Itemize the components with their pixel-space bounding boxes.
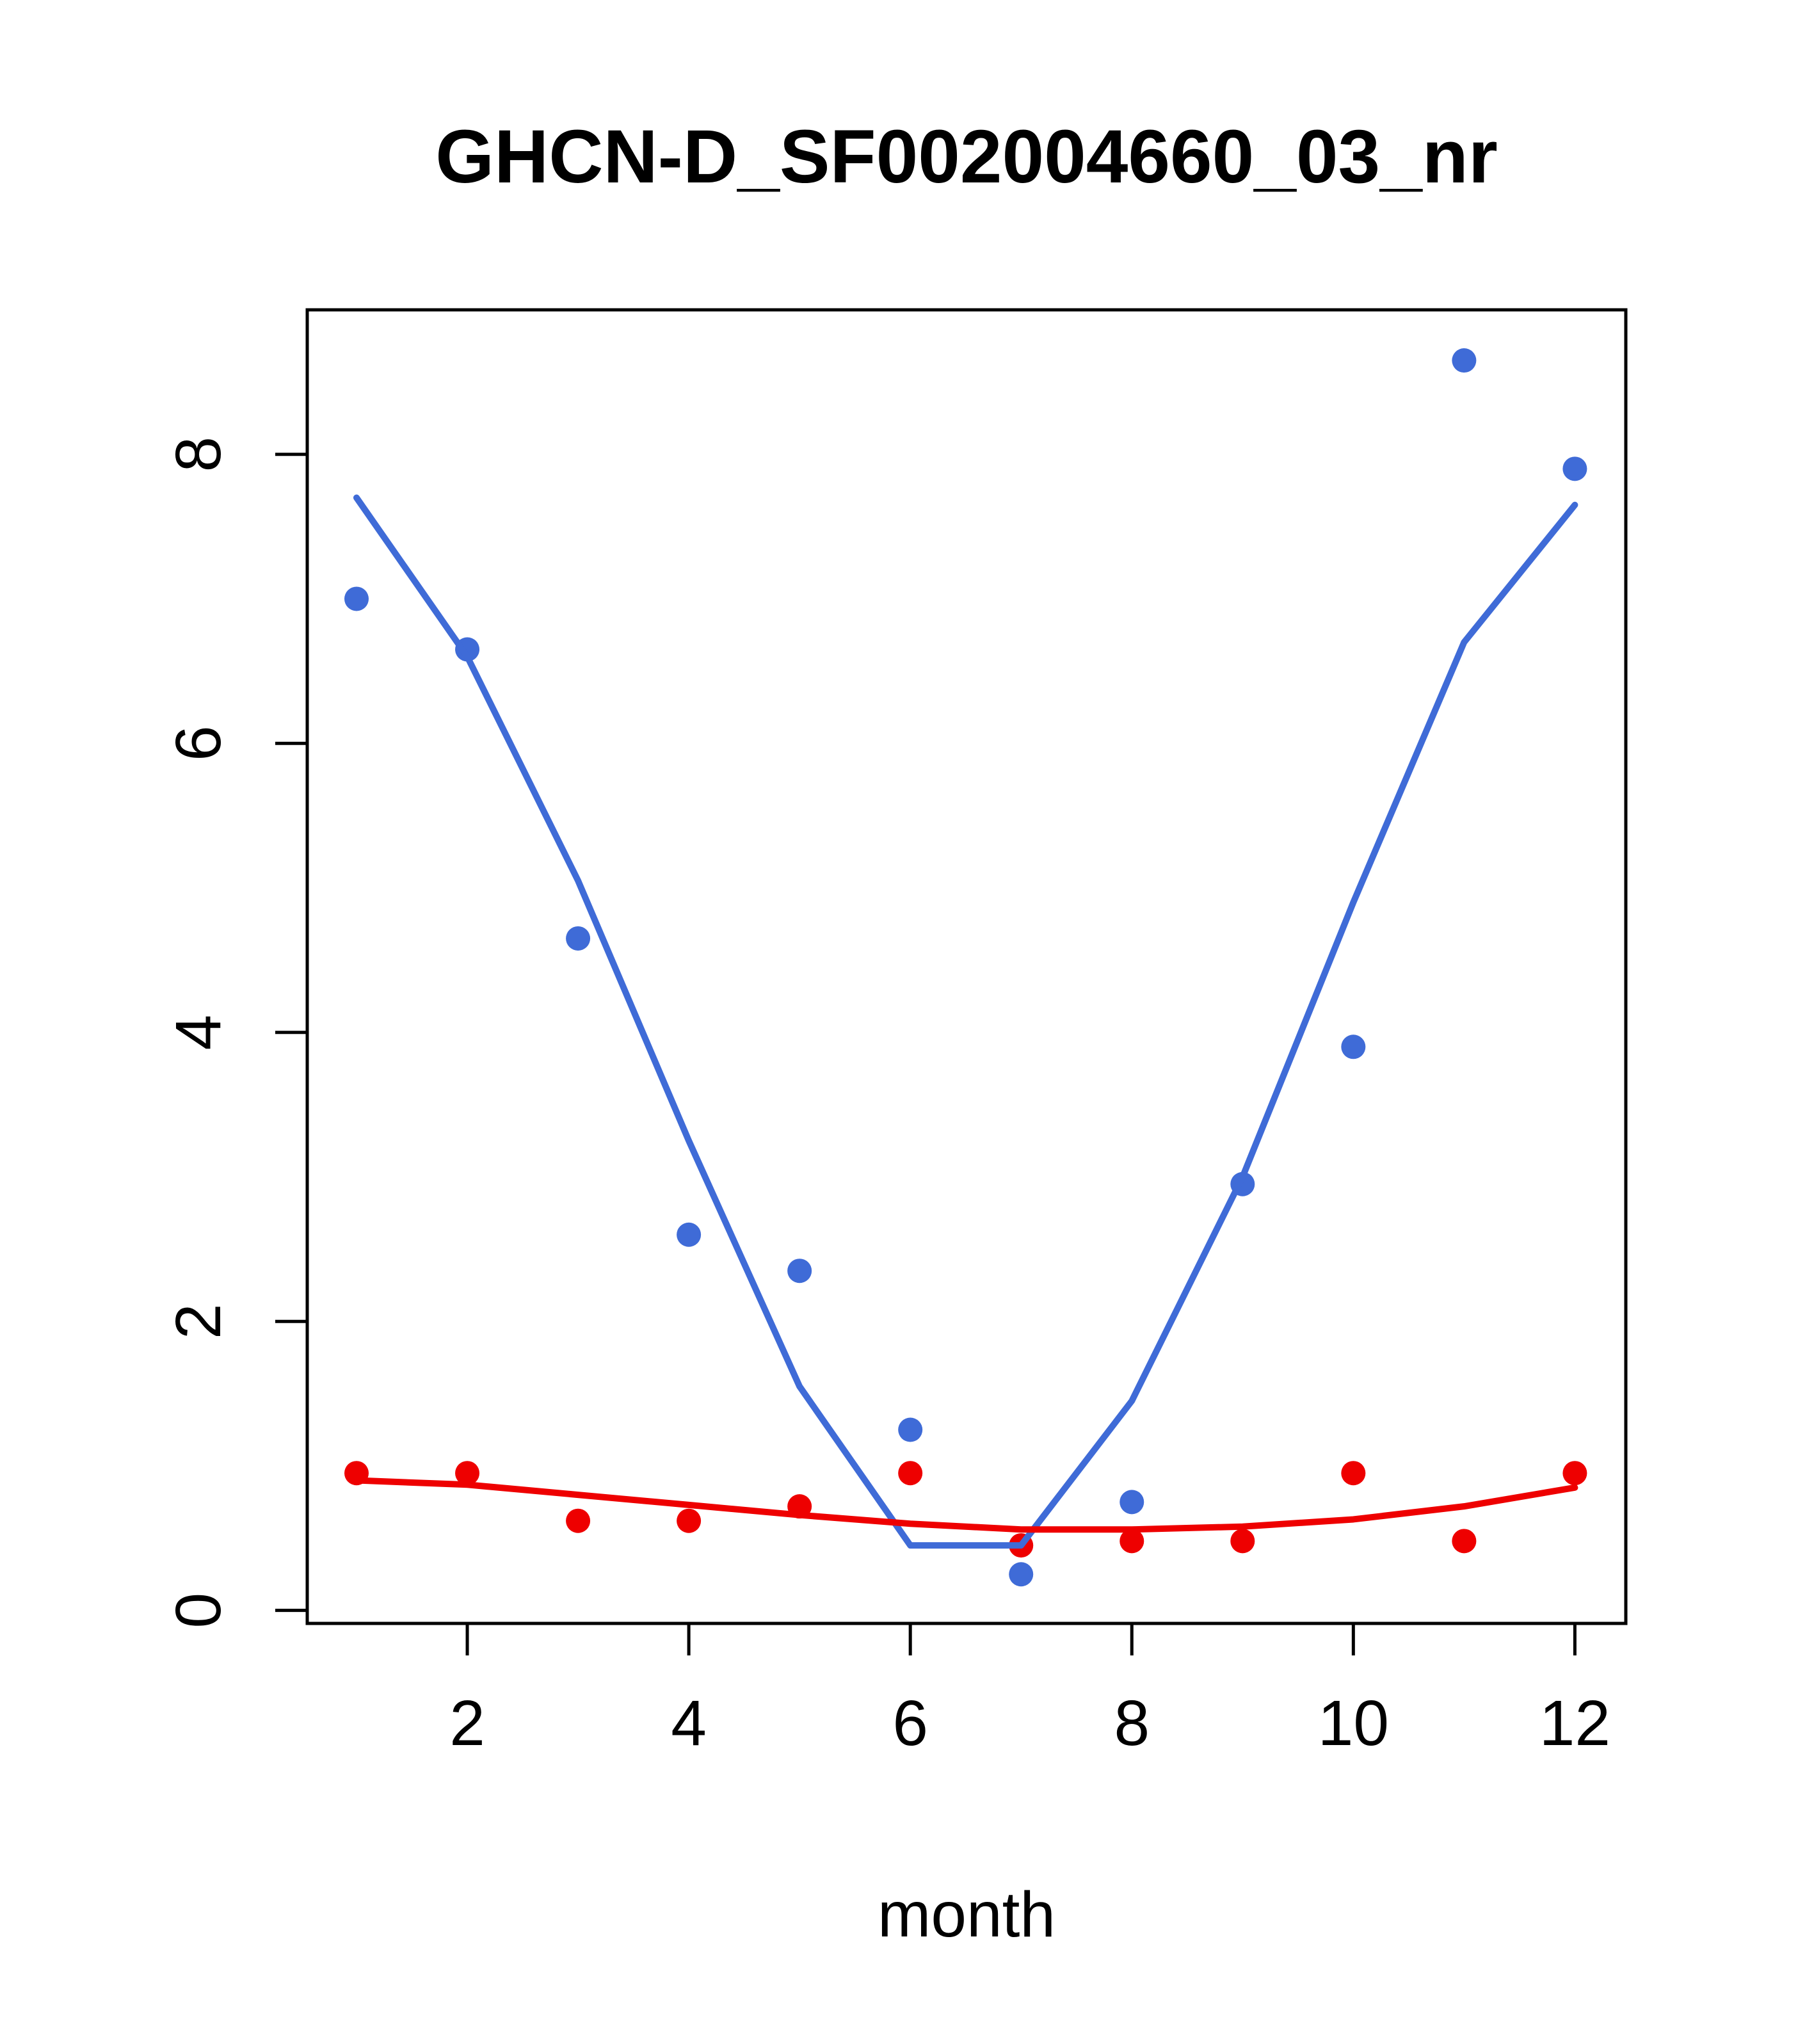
red-data-point (677, 1508, 702, 1533)
red-data-point (1120, 1529, 1144, 1554)
x-tick-label: 10 (1318, 1687, 1389, 1759)
y-tick-label: 4 (163, 1015, 234, 1050)
x-axis-label: month (878, 1879, 1055, 1951)
red-data-point (566, 1508, 591, 1533)
x-tick-label: 12 (1539, 1687, 1610, 1759)
blue-data-point (1562, 456, 1587, 481)
blue-data-point (787, 1259, 812, 1284)
red-data-point (1341, 1461, 1366, 1486)
blue-data-point (1120, 1490, 1144, 1515)
red-fit-line (353, 1477, 1578, 1533)
x-tick-label: 4 (671, 1687, 707, 1759)
blue-data-point (344, 586, 369, 611)
x-tick-label: 6 (892, 1687, 928, 1759)
red-data-point (898, 1461, 923, 1486)
blue-data-point (1341, 1034, 1366, 1059)
blue-data-point (566, 926, 591, 951)
x-tick-label: 2 (449, 1687, 485, 1759)
plot-box (305, 308, 1628, 1625)
red-data-point (455, 1461, 480, 1486)
blue-fit-line (353, 494, 1578, 1549)
red-data-point (1452, 1529, 1477, 1554)
y-tick-label: 8 (163, 437, 234, 472)
blue-data-point (898, 1417, 923, 1442)
blue-data-point (677, 1222, 702, 1247)
blue-data-point (1009, 1562, 1034, 1587)
red-data-point (1562, 1461, 1587, 1486)
y-tick-label: 2 (163, 1303, 234, 1339)
y-axis: 0 2 4 6 8 (163, 437, 307, 1629)
x-axis: 2 4 6 8 10 12 (449, 1623, 1610, 1759)
x-tick-label: 8 (1114, 1687, 1150, 1759)
series-layer (344, 348, 1587, 1587)
red-data-point (1230, 1529, 1255, 1554)
chart-title: GHCN-D_SF002004660_03_nr (435, 115, 1498, 199)
y-tick-label: 6 (163, 725, 234, 761)
blue-data-point (1452, 348, 1477, 373)
y-tick-label: 0 (163, 1593, 234, 1629)
